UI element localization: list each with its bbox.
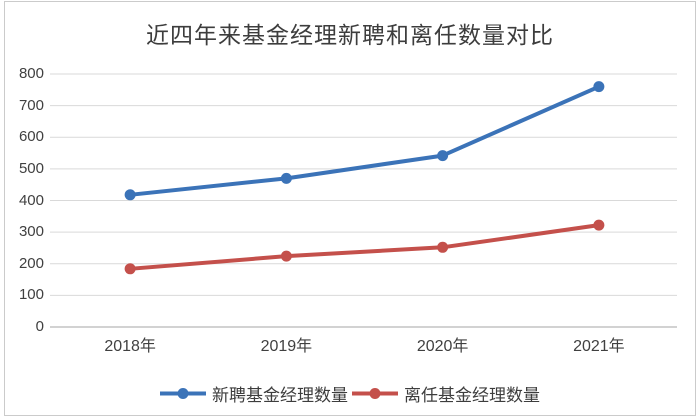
legend-dot: [369, 388, 381, 399]
data-point-marker: [280, 250, 292, 262]
chart-title: 近四年来基金经理新聘和离任数量对比: [146, 23, 554, 49]
y-axis-tick-label: 0: [35, 318, 44, 335]
legend-label: 离任基金经理数量: [404, 386, 540, 406]
y-axis-tick-label: 800: [18, 65, 44, 82]
x-axis-tick-label: 2018年: [104, 338, 156, 355]
x-axis-tick-label: 2020年: [416, 338, 469, 355]
legend-dot: [177, 388, 189, 399]
x-axis-tick-label: 2019年: [260, 338, 313, 355]
data-point-marker: [593, 81, 605, 93]
data-point-marker: [437, 241, 449, 253]
legend-label: 新聘基金经理数量: [212, 386, 348, 406]
chart-legend: 新聘基金经理数量 离任基金经理数量: [0, 381, 700, 406]
legend-item-new-hires: 新聘基金经理数量: [160, 381, 348, 406]
y-axis-tick-label: 600: [18, 128, 44, 146]
x-axis-tick-label: 2021年: [573, 338, 625, 355]
line-marker-icon: [352, 388, 398, 399]
y-axis-tick-label: 400: [18, 191, 44, 209]
y-axis-tick-label: 700: [18, 96, 44, 114]
data-point-marker: [437, 150, 449, 162]
data-point-marker: [280, 172, 292, 184]
y-axis-tick-label: 200: [18, 254, 44, 272]
y-axis-tick-label: 300: [18, 223, 44, 241]
legend-item-departures: 离任基金经理数量: [352, 381, 540, 406]
y-axis-tick-label: 100: [18, 286, 44, 304]
series-line-new-hires: [128, 84, 601, 197]
data-point-marker: [124, 263, 136, 275]
series-line-departures: [128, 223, 601, 271]
data-point-marker: [124, 189, 136, 201]
line-marker-icon: [160, 388, 206, 399]
data-point-marker: [593, 219, 605, 231]
y-axis-tick-label: 500: [18, 159, 44, 177]
